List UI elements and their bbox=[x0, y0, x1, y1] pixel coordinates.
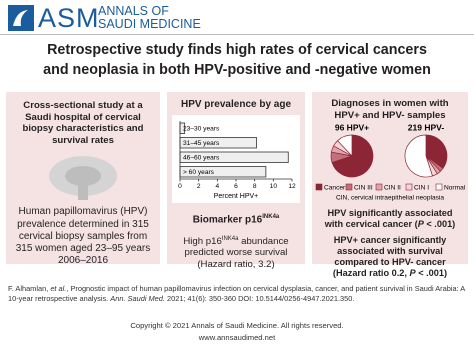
text: abundance predicted worse survival (Haza… bbox=[184, 235, 289, 270]
note: CIN, cervical intraepithelial neoplasia bbox=[336, 194, 444, 201]
text: < .001) bbox=[423, 219, 456, 230]
logo-text: ASM bbox=[38, 3, 100, 33]
chart-box: 23–30 years 31–45 years 46–60 years > 60 ye… bbox=[172, 114, 300, 203]
text: Biomarker p16 bbox=[192, 213, 263, 225]
legend-label: CIN II bbox=[384, 184, 401, 191]
pie-slice bbox=[404, 134, 433, 178]
illustration bbox=[49, 156, 117, 201]
journal-line: SAUDI MEDICINE bbox=[98, 17, 201, 31]
journal-name: ANNALS OF SAUDI MEDICINE bbox=[98, 5, 201, 31]
pie-slice bbox=[331, 134, 374, 178]
legend-label: Cancer bbox=[324, 184, 346, 191]
right-panel: Diagnoses in women with HPV+ and HPV- sa… bbox=[312, 92, 468, 278]
pie-label: 219 HPV- bbox=[408, 122, 445, 132]
biomarker-text: High p16INK4a abundance predicted worse … bbox=[173, 234, 299, 271]
legend-swatch bbox=[345, 183, 353, 191]
finding: HPV+ cancer significantly associated wit… bbox=[318, 235, 462, 279]
left-panel: Cross-sectional study at a Saudi hospita… bbox=[6, 92, 160, 267]
superscript: INK4a bbox=[221, 235, 239, 242]
text: F. Alhamlan, bbox=[8, 284, 51, 293]
title-line: and neoplasia in both HPV-positive and -… bbox=[43, 62, 431, 78]
text: HPV significantly associated with cervic… bbox=[324, 208, 453, 230]
x-tick-label: 2 bbox=[197, 182, 201, 189]
url: www.annsaudimed.net bbox=[198, 333, 276, 342]
legend-swatch bbox=[375, 183, 383, 191]
illustration-shape bbox=[65, 166, 101, 187]
x-axis-label: Percent HPV+ bbox=[214, 192, 259, 199]
text: , Prognostic impact of human papillomavi… bbox=[8, 284, 465, 303]
legend-swatch bbox=[435, 183, 443, 191]
copyright: Copyright © 2021 Annals of Saudi Medicin… bbox=[130, 321, 344, 330]
legend-label: Normal bbox=[444, 184, 466, 191]
legend-swatch bbox=[405, 183, 413, 191]
middle-panel: HPV prevalence by age 23–30 years 31–45 y… bbox=[167, 92, 305, 270]
chart-title: Diagnoses in women with HPV+ and HPV- sa… bbox=[331, 98, 449, 121]
italic: et al. bbox=[50, 284, 67, 293]
text: HPV+ cancer significantly associated wit… bbox=[332, 235, 447, 279]
pie-slice bbox=[337, 134, 353, 158]
logo-shape bbox=[13, 10, 28, 26]
text: 2021; 41(6): 350-360 DOI: 10.5144/0256-4… bbox=[164, 294, 355, 303]
x-tick-label: 10 bbox=[270, 182, 278, 189]
header-rule bbox=[0, 34, 474, 35]
pie-label: 96 HPV+ bbox=[335, 122, 369, 132]
text: < .001) bbox=[415, 268, 448, 279]
chart-title: HPV prevalence by age bbox=[180, 99, 292, 110]
italic: P bbox=[409, 268, 416, 279]
study-design: Cross-sectional study at a Saudi hospita… bbox=[22, 100, 144, 146]
x-tick-label: 6 bbox=[234, 182, 238, 189]
pie-slice bbox=[425, 134, 448, 170]
legend-label: CIN I bbox=[414, 184, 429, 191]
pie-charts: 96 HPV+ 219 HPV- Cancer CIN III CIN II CIN I N… bbox=[315, 122, 466, 201]
x-tick-label: 0 bbox=[178, 182, 182, 189]
biomarker-heading: Biomarker p16INK4a bbox=[167, 212, 305, 226]
samples-text: Human papillomavirus (HPV) prevalence de… bbox=[15, 206, 151, 267]
x-tick-label: 12 bbox=[288, 182, 296, 189]
category-label: 46–60 years bbox=[183, 154, 220, 161]
legend-label: CIN III bbox=[354, 184, 373, 191]
category-label: > 60 years bbox=[183, 169, 215, 176]
italic: P bbox=[417, 219, 424, 230]
citation: F. Alhamlan, et al., Prognostic impact o… bbox=[8, 284, 470, 304]
legend-swatch bbox=[315, 183, 323, 191]
category-label: 31–45 years bbox=[183, 140, 220, 147]
text: High p16 bbox=[183, 235, 222, 247]
illustration-shape bbox=[78, 184, 88, 201]
superscript: INK4a bbox=[262, 213, 280, 220]
finding: HPV significantly associated with cervic… bbox=[318, 208, 462, 230]
category-label: 23–30 years bbox=[183, 125, 220, 132]
x-tick-label: 8 bbox=[253, 182, 257, 189]
journal-line: ANNALS OF bbox=[98, 4, 169, 18]
bar-chart: 23–30 years 31–45 years 46–60 years > 60 ye… bbox=[178, 120, 296, 199]
logo-icon bbox=[8, 5, 34, 31]
title-line: Retrospective study finds high rates of … bbox=[47, 42, 427, 58]
italic: Ann. Saudi Med. bbox=[110, 294, 165, 303]
x-tick-label: 4 bbox=[215, 182, 219, 189]
